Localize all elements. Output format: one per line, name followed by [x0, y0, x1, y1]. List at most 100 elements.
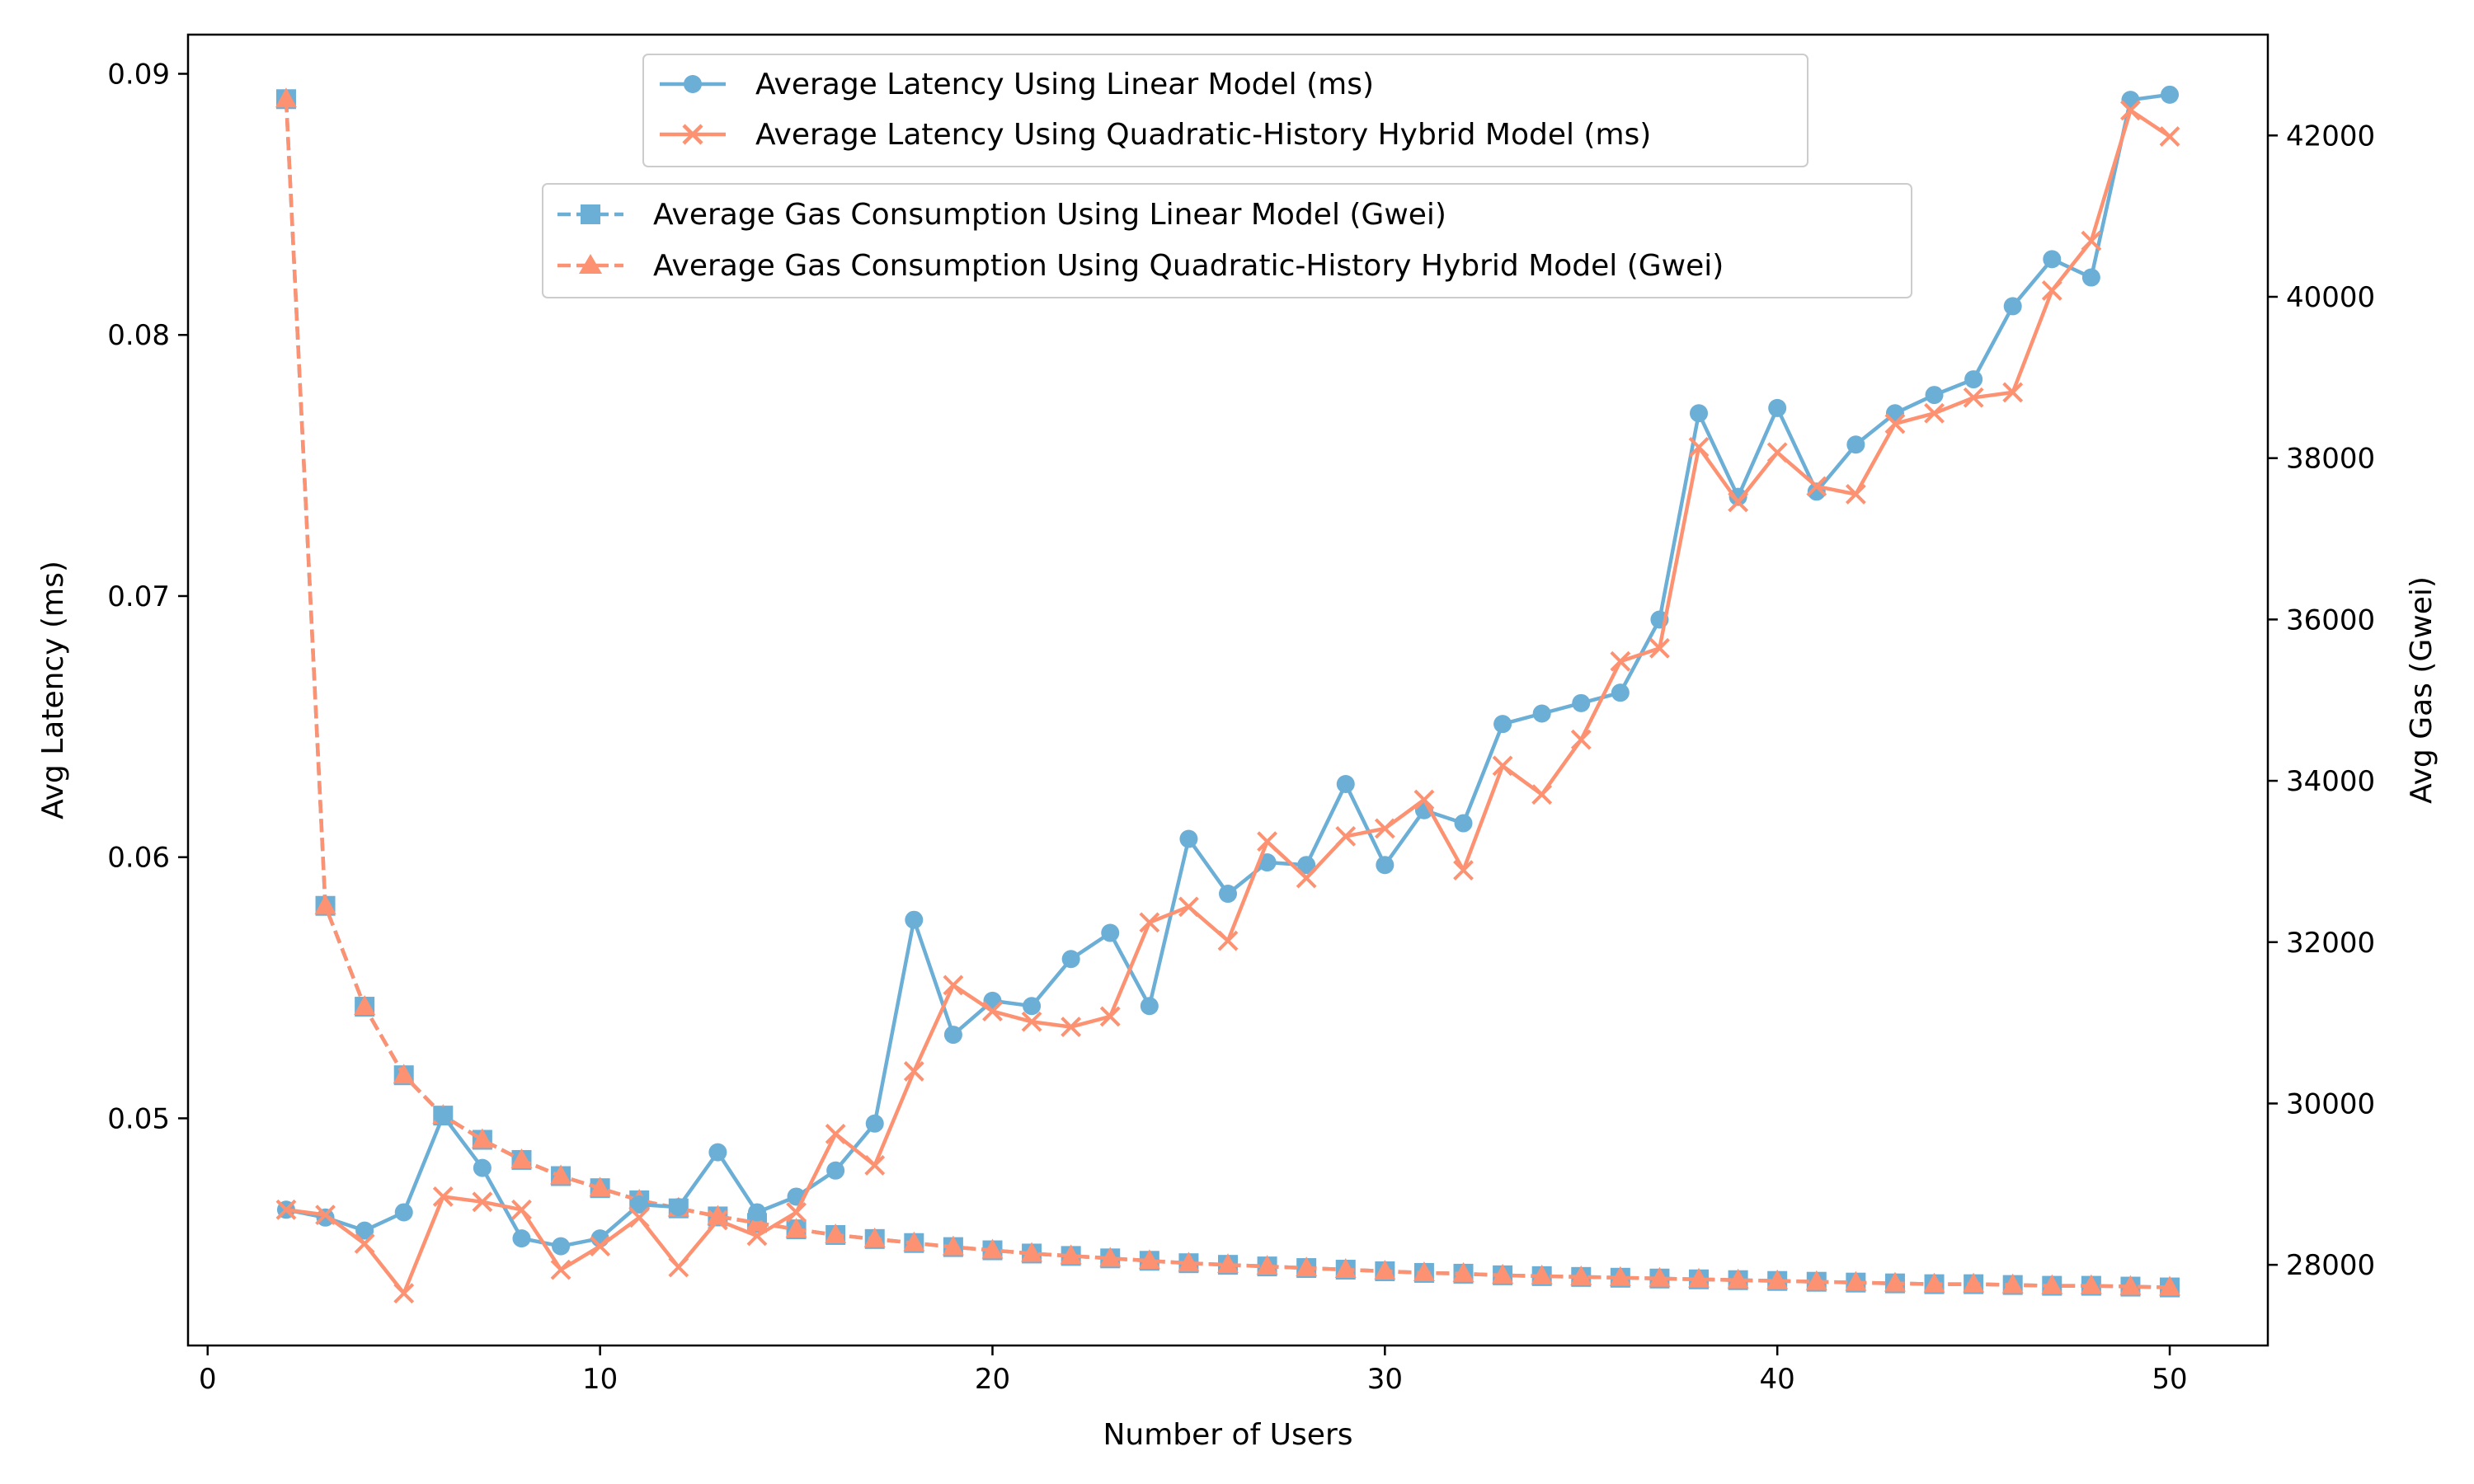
series-3-point [903, 1231, 925, 1252]
series-0-point [1690, 404, 1709, 423]
legend-gas-hybrid-label: Average Gas Consumption Using Quadratic-… [653, 249, 1724, 283]
series-1-point [825, 1124, 846, 1144]
series-3-point [314, 894, 336, 914]
series-3-point [707, 1205, 729, 1225]
series-3-point [2119, 1275, 2142, 1295]
series-0-point [2161, 85, 2180, 104]
series-1-point [315, 1205, 336, 1226]
y-right-tick-label: 38000 [2286, 443, 2375, 476]
legend-latency: Average Latency Using Linear Model (ms) … [642, 54, 1808, 167]
series-0-point [355, 1221, 374, 1240]
series-1-point [903, 1061, 924, 1082]
series-0-point [512, 1229, 531, 1248]
series-3-point [1413, 1261, 1435, 1281]
series-1-point [432, 1186, 454, 1207]
series-0-point [905, 910, 924, 929]
x-tick-label: 0 [199, 1363, 217, 1396]
series-3-point [354, 995, 376, 1016]
series-1-point [1217, 930, 1239, 951]
y-right-tick-label: 36000 [2286, 603, 2375, 636]
y-right-tick-label: 42000 [2286, 120, 2375, 153]
series-3-point [981, 1238, 1004, 1259]
series-0-point [394, 1203, 413, 1222]
x-tick-label: 10 [582, 1363, 618, 1396]
axes-layer: 0 10 20 30 40 50 0.05 0.06 0.07 0.08 0.09 28000 3000… [107, 59, 2375, 1396]
series-3-point [1060, 1244, 1082, 1265]
series-1-point [1335, 825, 1357, 847]
y-left-tick-label: 0.08 [107, 319, 170, 352]
series-3-point [471, 1128, 493, 1148]
series-3-point [1688, 1267, 1710, 1288]
series-3-point [1178, 1252, 1200, 1272]
y-right-tick-label: 30000 [2286, 1087, 2375, 1120]
legend-gas-hybrid-marker [579, 254, 602, 274]
series-3-point [1570, 1265, 1592, 1285]
series-1-point [590, 1236, 611, 1257]
series-1-point [1061, 1017, 1082, 1038]
series-0-point [434, 1106, 453, 1125]
series-3-point [1805, 1270, 1827, 1290]
series-3-point [1923, 1272, 1945, 1293]
series-0-point [826, 1161, 845, 1180]
series-1-point [786, 1202, 807, 1223]
series-0-point [1219, 885, 1237, 904]
legend-latency-hybrid-label: Average Latency Using Quadratic-History … [755, 118, 1651, 152]
series-3-point [785, 1218, 807, 1238]
series-1-point [1413, 789, 1435, 810]
series-3-point [1845, 1270, 1867, 1291]
series-0-point [473, 1158, 492, 1177]
series-3-point [1099, 1247, 1122, 1267]
series-3-point [1609, 1266, 1631, 1286]
series-3-point [863, 1227, 886, 1247]
series-3-point [1649, 1266, 1671, 1287]
y-right-tick-label: 32000 [2286, 927, 2375, 960]
legend-gas-box [542, 183, 1912, 298]
legend-latency-box [642, 54, 1808, 167]
y-left-tick-label: 0.05 [107, 1102, 170, 1135]
series-1-point [1806, 476, 1827, 497]
series-0-point [747, 1203, 766, 1222]
series-1-point [2002, 382, 2024, 403]
series-1-point [1688, 437, 1710, 458]
series-3-point [2159, 1275, 2181, 1296]
series-0-point [2081, 268, 2100, 287]
series-1-point [2159, 126, 2180, 147]
series-3-point [2001, 1273, 2024, 1294]
series-1-point [1924, 402, 1945, 424]
series-1-point [2041, 279, 2062, 301]
series-1-point [1139, 912, 1160, 933]
y-left-tick-label: 0.06 [107, 842, 170, 875]
series-1-point [1649, 637, 1670, 659]
series-3-point [1727, 1268, 1749, 1289]
series-1-point [668, 1256, 689, 1278]
series-1-point [1963, 387, 1984, 408]
series-1-point [1296, 867, 1317, 889]
y-left-tick-label: 0.09 [107, 59, 170, 92]
x-tick-label: 40 [1760, 1363, 1795, 1396]
series-3-point [1217, 1253, 1239, 1274]
legend-gas-linear-label: Average Gas Consumption Using Linear Mod… [653, 198, 1446, 232]
series-1-point [393, 1283, 415, 1304]
series-1-point [1099, 1006, 1121, 1027]
series-1-point [1374, 818, 1395, 839]
series-1-point [628, 1207, 650, 1228]
series-1-point [472, 1191, 493, 1213]
legend-latency-linear-label: Average Latency Using Linear Model (ms) [755, 68, 1374, 101]
series-0-point [1179, 829, 1198, 848]
series-3-point [1884, 1271, 1906, 1292]
series-1-point [746, 1225, 768, 1247]
series-3-point [275, 87, 297, 108]
series-0-point [1023, 997, 1042, 1016]
series-3-point [942, 1235, 964, 1256]
series-3-point [1963, 1272, 1985, 1293]
series-3-point [1766, 1269, 1789, 1289]
series-3-point [1138, 1249, 1160, 1270]
series-1-point [1492, 755, 1513, 777]
series-1-point [707, 1209, 728, 1231]
series-0-point [2003, 297, 2022, 316]
series-0-point [1729, 487, 1747, 506]
y-right-tick-label: 40000 [2286, 281, 2375, 314]
series-0-point [1297, 856, 1316, 875]
series-1-point [943, 974, 964, 996]
